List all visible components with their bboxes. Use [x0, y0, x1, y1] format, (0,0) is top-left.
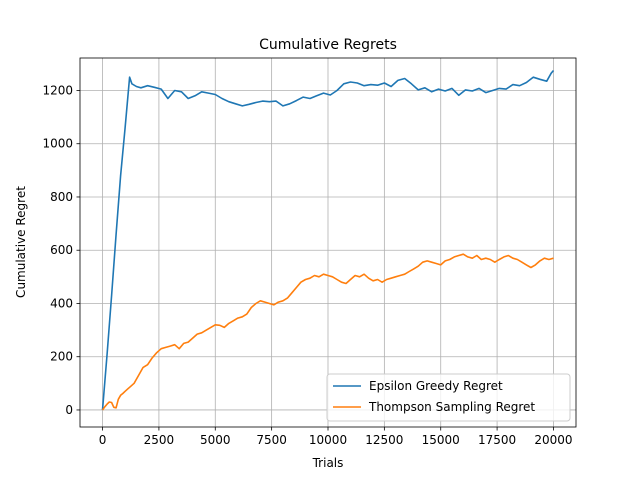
legend-label-thompson-sampling: Thompson Sampling Regret	[368, 400, 535, 414]
y-tick-label: 600	[50, 243, 73, 257]
x-tick-label: 12500	[365, 433, 403, 447]
x-tick-label: 15000	[422, 433, 460, 447]
legend: Epsilon Greedy Regret Thompson Sampling …	[326, 373, 571, 422]
chart-title: Cumulative Regrets	[259, 37, 397, 53]
x-tick-label: 20000	[534, 433, 572, 447]
legend-label-epsilon-greedy: Epsilon Greedy Regret	[369, 379, 503, 393]
y-tick-label: 400	[50, 296, 73, 310]
y-tick-label: 800	[50, 190, 73, 204]
y-axis-label: Cumulative Regret	[14, 186, 28, 298]
y-tick-label: 1000	[42, 137, 73, 151]
x-tick-label: 0	[99, 433, 107, 447]
x-tick-label: 17500	[478, 433, 516, 447]
y-tick-label: 0	[65, 403, 73, 417]
x-tick-label: 7500	[256, 433, 287, 447]
y-tick-label: 200	[50, 350, 73, 364]
y-tick-label: 1200	[42, 83, 73, 97]
legend-box	[326, 373, 571, 422]
axis-ticks: 0 2500 5000 7500 10000 12500 15000 17500 20000 0 2…	[42, 83, 572, 447]
x-tick-label: 5000	[200, 433, 231, 447]
x-tick-label: 10000	[309, 433, 347, 447]
x-axis-label: Trials	[312, 456, 344, 470]
series-thompson-sampling-line	[101, 253, 554, 411]
x-tick-label: 2500	[144, 433, 175, 447]
series-lines	[101, 69, 555, 411]
series-epsilon-greedy-line	[101, 69, 555, 411]
